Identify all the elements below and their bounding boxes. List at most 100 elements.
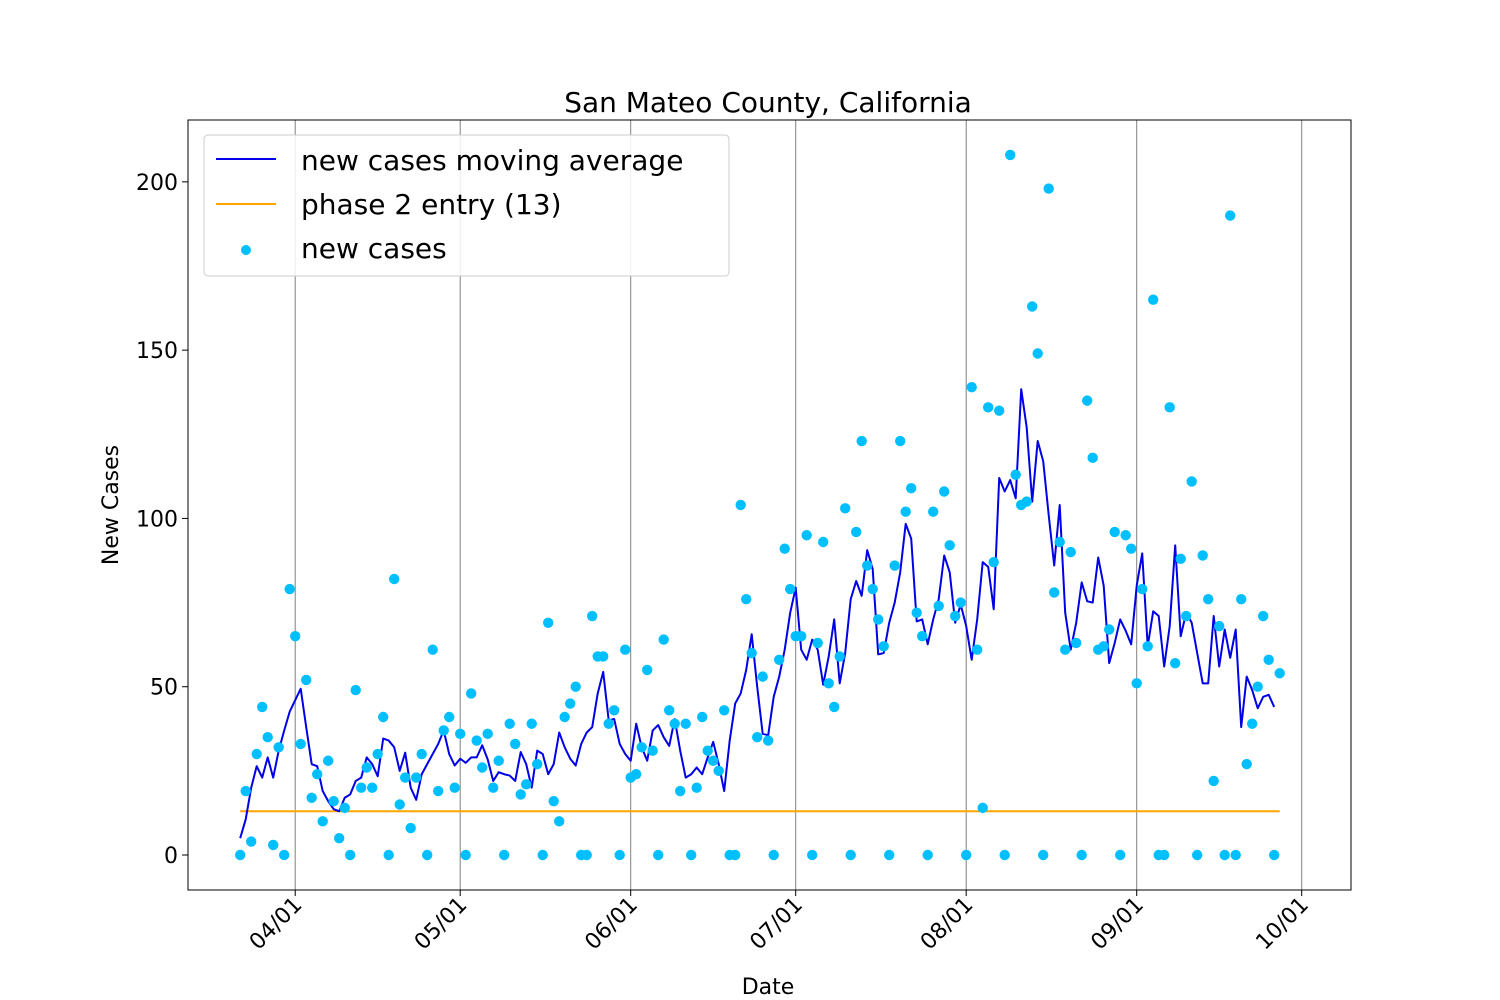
new-cases-point xyxy=(1159,849,1170,861)
legend: new cases moving average phase 2 entry (… xyxy=(203,134,730,277)
new-cases-point xyxy=(686,849,697,861)
new-cases-point xyxy=(647,745,658,756)
new-cases-point xyxy=(1214,620,1225,632)
new-cases-point xyxy=(939,486,950,497)
new-cases-point xyxy=(306,792,317,803)
new-cases-point xyxy=(1203,594,1214,605)
moving-average-line xyxy=(239,388,1276,839)
x-tick-label: 09/01 xyxy=(1086,893,1149,956)
new-cases-point xyxy=(840,503,851,514)
new-cases-point xyxy=(581,849,592,861)
new-cases-point xyxy=(312,769,323,780)
new-cases-point xyxy=(504,718,515,729)
new-cases-point xyxy=(713,765,724,777)
new-cases-point xyxy=(246,836,257,847)
y-tick-label: 50 xyxy=(150,676,178,701)
new-cases-point xyxy=(691,782,702,793)
new-cases-point xyxy=(658,634,669,645)
new-cases-point xyxy=(620,644,631,655)
new-cases-point xyxy=(251,748,262,760)
new-cases-points xyxy=(235,149,1285,861)
new-cases-point xyxy=(515,789,526,800)
new-cases-point xyxy=(389,573,400,585)
new-cases-point xyxy=(785,583,796,595)
new-cases-point xyxy=(1252,681,1263,692)
new-cases-point xyxy=(427,644,438,655)
new-cases-point xyxy=(818,536,829,548)
new-cases-point xyxy=(944,540,955,551)
new-cases-point xyxy=(1142,641,1153,652)
new-cases-point xyxy=(983,402,994,413)
new-cases-point xyxy=(955,597,966,608)
new-cases-point xyxy=(961,849,972,861)
x-axis-ticks: 04/01 05/01 06/01 07/01 08/01 09/01 10/01 xyxy=(245,890,1314,955)
new-cases-point xyxy=(339,802,350,814)
new-cases-point xyxy=(1109,526,1120,538)
new-cases-point xyxy=(499,849,510,861)
new-cases-point xyxy=(774,654,785,665)
new-cases-point xyxy=(878,641,889,652)
new-cases-point xyxy=(543,617,554,628)
new-cases-point xyxy=(884,849,895,861)
new-cases-point xyxy=(796,631,807,642)
new-cases-point xyxy=(493,755,504,766)
new-cases-point xyxy=(262,732,273,743)
new-cases-point xyxy=(1054,536,1065,548)
new-cases-point xyxy=(1049,587,1060,598)
new-cases-point xyxy=(1269,849,1280,861)
new-cases-point xyxy=(950,610,961,622)
new-cases-point xyxy=(268,839,279,851)
x-tick-label: 05/01 xyxy=(410,893,473,956)
new-cases-point xyxy=(598,651,609,662)
y-axis-label: New Cases xyxy=(99,445,124,565)
y-tick-label: 150 xyxy=(136,339,178,364)
new-cases-point xyxy=(438,725,449,736)
new-cases-point xyxy=(801,530,812,541)
x-tick-label: 08/01 xyxy=(916,893,979,956)
new-cases-point xyxy=(966,381,977,393)
new-cases-point xyxy=(361,762,372,773)
new-cases-point xyxy=(900,506,911,517)
new-cases-point xyxy=(510,738,521,750)
new-cases-point xyxy=(994,405,1005,416)
new-cases-point xyxy=(873,614,884,625)
new-cases-point xyxy=(1032,348,1043,359)
new-cases-point xyxy=(317,816,328,827)
new-cases-point xyxy=(416,748,427,760)
new-cases-point xyxy=(1192,849,1203,861)
new-cases-point xyxy=(1258,610,1269,622)
new-cases-point xyxy=(1225,210,1236,221)
new-cases-point xyxy=(1247,718,1258,729)
y-tick-label: 100 xyxy=(136,507,178,532)
new-cases-point xyxy=(735,499,746,511)
y-axis-ticks: 0 50 100 150 200 xyxy=(136,171,188,869)
new-cases-point xyxy=(609,705,620,716)
new-cases-point xyxy=(1082,395,1093,406)
new-cases-point xyxy=(862,560,873,571)
new-cases-point xyxy=(1274,668,1285,679)
new-cases-point xyxy=(477,762,488,773)
new-cases-point xyxy=(999,849,1010,861)
new-cases-point xyxy=(1219,849,1230,861)
new-cases-point xyxy=(383,849,394,861)
new-cases-point xyxy=(1208,775,1219,787)
new-cases-point xyxy=(372,748,383,760)
new-cases-point xyxy=(345,849,356,861)
new-cases-point xyxy=(1131,678,1142,689)
new-cases-point xyxy=(482,728,493,740)
new-cases-point xyxy=(603,718,614,729)
new-cases-point xyxy=(708,755,719,766)
new-cases-point xyxy=(1065,546,1076,558)
new-cases-point xyxy=(301,674,312,686)
new-cases-point xyxy=(829,701,840,713)
y-tick-label: 200 xyxy=(136,171,178,196)
new-cases-point xyxy=(1104,624,1115,635)
new-cases-point xyxy=(433,785,444,797)
new-cases-point xyxy=(548,795,559,807)
new-cases-point xyxy=(455,728,466,740)
legend-label-phase-2: phase 2 entry (13) xyxy=(301,188,562,221)
new-cases-point xyxy=(823,678,834,689)
new-cases-point xyxy=(1175,553,1186,565)
new-cases-point xyxy=(1043,183,1054,194)
